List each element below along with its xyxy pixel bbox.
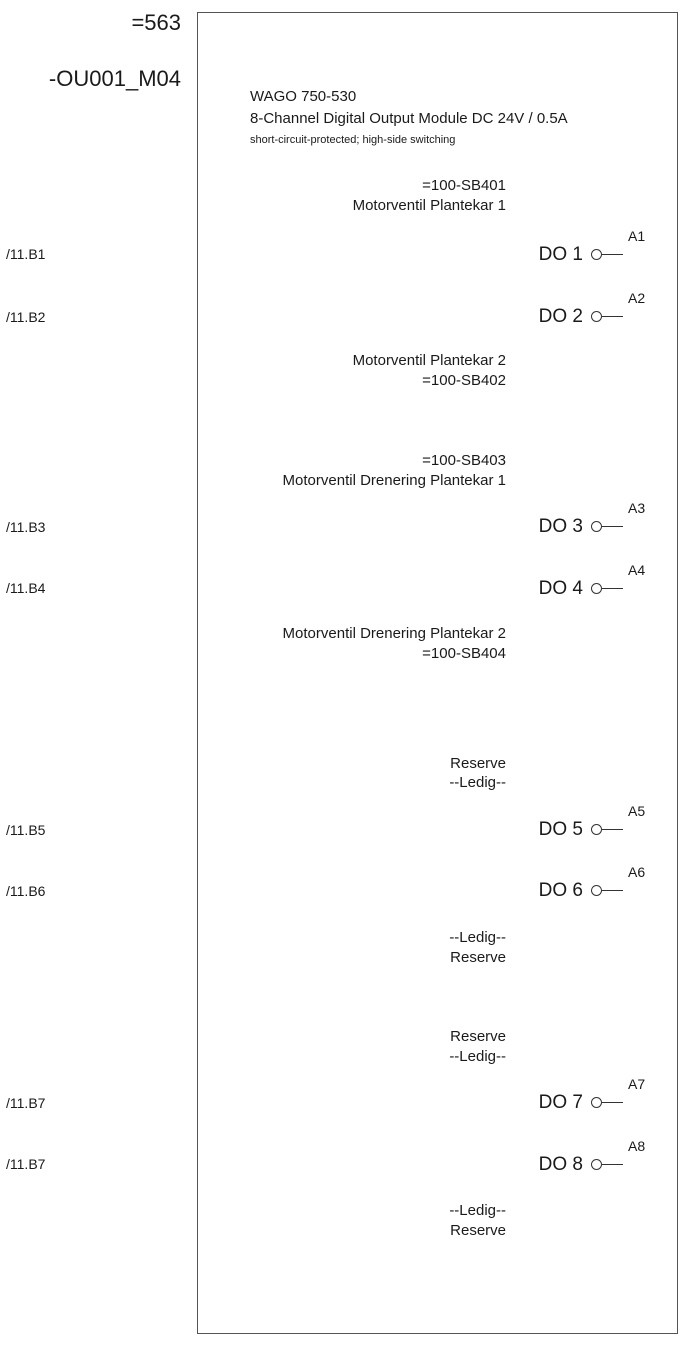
cross-reference-do5: /11.B5 xyxy=(6,822,46,838)
label-do7-reserve: Reserve xyxy=(450,1028,506,1045)
label-do6-ledig: --Ledig-- xyxy=(449,929,506,946)
cross-reference-do6: /11.B6 xyxy=(6,883,46,899)
label-sb402-desc: Motorventil Plantekar 2 xyxy=(352,352,506,369)
terminal-lead-do6 xyxy=(602,890,623,891)
cross-reference-do2: /11.B2 xyxy=(6,309,46,325)
connection-point-do6 xyxy=(591,885,602,896)
module-frame xyxy=(197,12,678,1334)
channel-label-do8: DO 8 xyxy=(538,1154,583,1175)
module-note: short-circuit-protected; high-side switc… xyxy=(250,134,456,146)
terminal-label-a5: A5 xyxy=(628,803,646,819)
connection-point-do7 xyxy=(591,1097,602,1108)
connection-point-do5 xyxy=(591,824,602,835)
cross-reference-do7: /11.B7 xyxy=(6,1095,46,1111)
terminal-lead-do7 xyxy=(602,1102,623,1103)
terminal-label-a8: A8 xyxy=(628,1138,646,1154)
cross-reference-do8: /11.B7 xyxy=(6,1156,46,1172)
cross-reference-do3: /11.B3 xyxy=(6,519,46,535)
channel-label-do1: DO 1 xyxy=(538,244,583,265)
channel-label-do5: DO 5 xyxy=(538,819,583,840)
connection-point-do3 xyxy=(591,521,602,532)
terminal-label-a4: A4 xyxy=(628,562,646,578)
connection-point-do2 xyxy=(591,311,602,322)
channel-label-do2: DO 2 xyxy=(538,306,583,327)
cross-reference-do1: /11.B1 xyxy=(6,246,46,262)
channel-label-do7: DO 7 xyxy=(538,1092,583,1113)
terminal-label-a6: A6 xyxy=(628,864,646,880)
channel-label-do4: DO 4 xyxy=(538,578,583,599)
label-do7-ledig: --Ledig-- xyxy=(449,1048,506,1065)
label-sb401-tag: =100-SB401 xyxy=(422,177,506,194)
terminal-lead-do1 xyxy=(602,254,623,255)
terminal-lead-do2 xyxy=(602,316,623,317)
terminal-label-a7: A7 xyxy=(628,1076,646,1092)
label-sb402-tag: =100-SB402 xyxy=(422,372,506,389)
terminal-lead-do4 xyxy=(602,588,623,589)
module-name: WAGO 750-530 xyxy=(250,88,357,105)
plant-designation: =563 xyxy=(131,10,181,35)
label-do5-reserve: Reserve xyxy=(450,755,506,772)
device-designation: -OU001_M04 xyxy=(48,66,181,91)
connection-point-do4 xyxy=(591,583,602,594)
terminal-lead-do3 xyxy=(602,526,623,527)
label-sb403-desc: Motorventil Drenering Plantekar 1 xyxy=(282,472,506,489)
terminal-label-a3: A3 xyxy=(628,500,646,516)
label-do5-ledig: --Ledig-- xyxy=(449,774,506,791)
terminal-label-a1: A1 xyxy=(628,228,646,244)
channel-label-do3: DO 3 xyxy=(538,516,583,537)
label-sb404-desc: Motorventil Drenering Plantekar 2 xyxy=(282,625,506,642)
label-sb403-tag: =100-SB403 xyxy=(422,452,506,469)
label-do6-reserve: Reserve xyxy=(450,949,506,966)
label-do8-reserve: Reserve xyxy=(450,1222,506,1239)
connection-point-do1 xyxy=(591,249,602,260)
label-do8-ledig: --Ledig-- xyxy=(449,1202,506,1219)
connection-point-do8 xyxy=(591,1159,602,1170)
terminal-lead-do8 xyxy=(602,1164,623,1165)
cross-reference-do4: /11.B4 xyxy=(6,580,46,596)
terminal-label-a2: A2 xyxy=(628,290,646,306)
terminal-lead-do5 xyxy=(602,829,623,830)
channel-label-do6: DO 6 xyxy=(538,880,583,901)
label-sb404-tag: =100-SB404 xyxy=(422,645,506,662)
label-sb401-desc: Motorventil Plantekar 1 xyxy=(352,197,506,214)
module-description: 8-Channel Digital Output Module DC 24V /… xyxy=(250,110,568,127)
